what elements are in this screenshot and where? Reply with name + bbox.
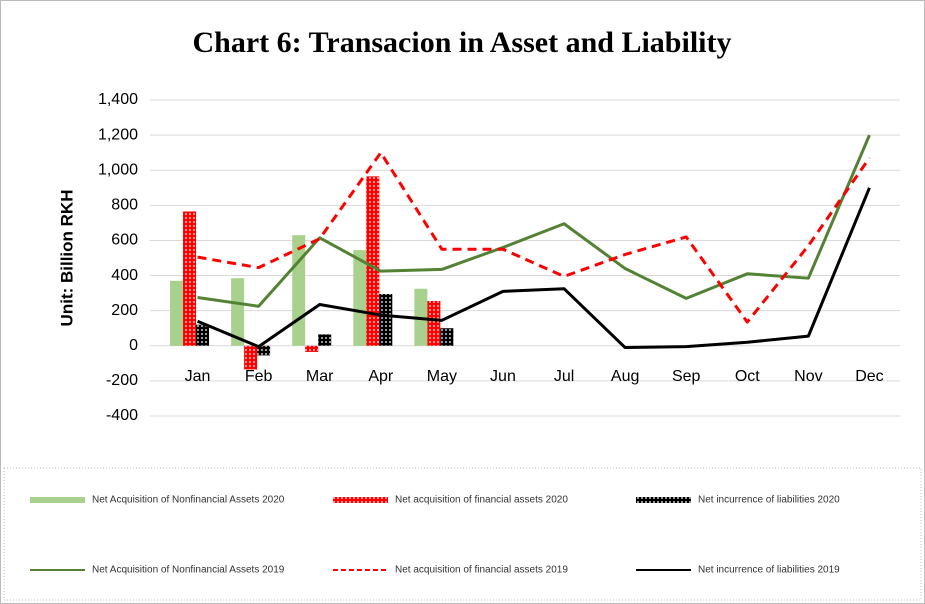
bar-pattern (318, 334, 332, 346)
bar-pattern (183, 211, 197, 346)
x-tick-label: Jun (490, 368, 516, 385)
bar-pattern (366, 176, 380, 346)
bar (231, 278, 245, 346)
x-tick-label: May (427, 368, 457, 385)
bar (353, 250, 367, 346)
x-tick-label: Feb (245, 368, 273, 385)
bar (292, 235, 306, 346)
x-tick-label: Mar (306, 368, 334, 385)
line (196, 187, 871, 350)
legend-box (3, 467, 922, 601)
y-axis-label: Unit: Billion RKH (57, 190, 76, 327)
y-tick-label: 1,000 (98, 161, 138, 178)
legend-swatch (30, 497, 85, 503)
bar (170, 280, 184, 346)
bar-pattern (440, 328, 454, 346)
x-tick-label: Jul (554, 368, 574, 385)
y-tick-label: 800 (111, 197, 138, 214)
line (197, 151, 871, 324)
x-tick-label: Apr (368, 368, 394, 385)
x-tick-label: Dec (855, 368, 883, 385)
x-tick-label: Aug (611, 368, 639, 385)
y-tick-label: 200 (111, 302, 138, 319)
y-tick-label: 1,200 (98, 126, 138, 143)
x-tick-label: Oct (735, 368, 760, 385)
y-tick-label: 400 (111, 267, 138, 284)
x-tick-label: Jan (185, 368, 211, 385)
y-tick-label: 0 (129, 337, 138, 354)
bar-pattern (379, 293, 393, 346)
legend-label: Net incurrence of liabilities 2019 (698, 565, 840, 576)
legend-label: Net acquisition of financial assets 2020 (395, 495, 568, 506)
bar-pattern (244, 345, 258, 370)
legend-label: Net Acquisition of Nonfinancial Assets 2… (92, 565, 285, 576)
x-tick-label: Sep (672, 368, 701, 385)
y-tick-label: -200 (106, 372, 138, 389)
bar-pattern (305, 345, 319, 352)
legend-label: Net Acquisition of Nonfinancial Assets 2… (92, 495, 285, 506)
x-tick-label: Nov (794, 368, 822, 385)
y-tick-label: -400 (106, 407, 138, 424)
line (197, 134, 871, 308)
legend-label: Net acquisition of financial assets 2019 (395, 565, 568, 576)
chart-title: Chart 6: Transacion in Asset and Liabili… (193, 26, 732, 59)
y-tick-label: 600 (111, 232, 138, 249)
bar-pattern (427, 301, 441, 346)
bar-pattern (196, 324, 210, 346)
legend-label: Net incurrence of liabilities 2020 (698, 495, 840, 506)
legend-swatch-pattern (636, 497, 691, 503)
bar-pattern (257, 345, 271, 356)
legend-swatch-pattern (333, 497, 388, 503)
y-tick-label: 1,400 (98, 91, 138, 108)
